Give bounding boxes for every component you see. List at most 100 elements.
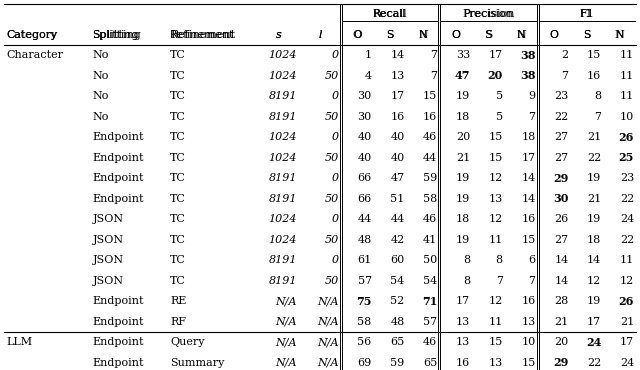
Text: Summary: Summary xyxy=(170,358,225,368)
Text: 42: 42 xyxy=(390,235,404,245)
Text: 17: 17 xyxy=(489,50,503,60)
Text: 22: 22 xyxy=(587,358,601,368)
Text: Query: Query xyxy=(170,337,204,347)
Text: O: O xyxy=(451,30,460,40)
Text: 18: 18 xyxy=(456,112,470,122)
Text: S: S xyxy=(485,30,492,40)
Text: Refinement: Refinement xyxy=(170,30,234,40)
Text: 8191: 8191 xyxy=(269,194,297,204)
Text: 20: 20 xyxy=(554,337,568,347)
Text: O: O xyxy=(353,30,362,40)
Text: 30: 30 xyxy=(357,91,372,101)
Text: 58: 58 xyxy=(423,194,437,204)
Text: 13: 13 xyxy=(488,194,503,204)
Text: Precision: Precision xyxy=(462,9,515,19)
Text: 23: 23 xyxy=(554,91,568,101)
Text: N/A: N/A xyxy=(276,358,297,368)
Text: No: No xyxy=(92,50,109,60)
Text: N/A: N/A xyxy=(317,358,339,368)
Text: 69: 69 xyxy=(357,358,372,368)
Text: 50: 50 xyxy=(423,255,437,265)
Text: 22: 22 xyxy=(587,153,601,163)
Text: N: N xyxy=(516,30,526,40)
Text: 22: 22 xyxy=(620,194,634,204)
Text: 7: 7 xyxy=(430,50,437,60)
Text: 17: 17 xyxy=(587,317,601,327)
Text: 11: 11 xyxy=(620,255,634,265)
Text: 15: 15 xyxy=(587,50,601,60)
Text: JSON: JSON xyxy=(92,255,124,265)
Text: 16: 16 xyxy=(522,214,536,224)
Text: 11: 11 xyxy=(620,91,634,101)
Text: F1: F1 xyxy=(579,9,595,19)
Text: TC: TC xyxy=(170,112,186,122)
Text: 15: 15 xyxy=(423,91,437,101)
Text: 8: 8 xyxy=(463,255,470,265)
Text: 19: 19 xyxy=(456,235,470,245)
Text: 13: 13 xyxy=(522,317,536,327)
Text: 60: 60 xyxy=(390,255,404,265)
Text: 29: 29 xyxy=(553,173,568,184)
Text: 15: 15 xyxy=(522,358,536,368)
Text: 17: 17 xyxy=(390,91,404,101)
Text: N: N xyxy=(419,30,427,40)
Text: 0: 0 xyxy=(332,50,339,60)
Text: TC: TC xyxy=(170,50,186,60)
Text: N/A: N/A xyxy=(317,296,339,306)
Text: 14: 14 xyxy=(522,194,536,204)
Text: Endpoint: Endpoint xyxy=(92,194,144,204)
Text: 0: 0 xyxy=(332,255,339,265)
Text: 24: 24 xyxy=(586,337,601,348)
Text: N/A: N/A xyxy=(276,317,297,327)
Text: 46: 46 xyxy=(423,132,437,142)
Text: 59: 59 xyxy=(390,358,404,368)
Text: N: N xyxy=(615,30,625,40)
Text: 8191: 8191 xyxy=(269,173,297,183)
Text: 1024: 1024 xyxy=(269,132,297,142)
Text: 19: 19 xyxy=(587,173,601,183)
Text: Endpoint: Endpoint xyxy=(92,153,144,163)
Text: O: O xyxy=(550,30,558,40)
Text: TC: TC xyxy=(170,235,186,245)
Text: S: S xyxy=(583,30,591,40)
Text: 56: 56 xyxy=(357,337,372,347)
Text: 40: 40 xyxy=(390,132,404,142)
Text: N/A: N/A xyxy=(276,337,297,347)
Text: 57: 57 xyxy=(423,317,437,327)
Text: 1024: 1024 xyxy=(269,50,297,60)
Text: TC: TC xyxy=(170,214,186,224)
Text: s: s xyxy=(275,30,281,40)
Text: 20: 20 xyxy=(488,70,503,81)
Text: 13: 13 xyxy=(456,317,470,327)
Text: Endpoint: Endpoint xyxy=(92,337,144,347)
Text: 7: 7 xyxy=(594,112,601,122)
Text: O: O xyxy=(550,30,559,40)
Text: 11: 11 xyxy=(488,317,503,327)
Text: 47: 47 xyxy=(454,70,470,81)
Text: 41: 41 xyxy=(423,235,437,245)
Text: 75: 75 xyxy=(356,296,372,307)
Text: 1024: 1024 xyxy=(269,153,297,163)
Text: 50: 50 xyxy=(324,276,339,286)
Text: 20: 20 xyxy=(456,132,470,142)
Text: 1024: 1024 xyxy=(269,235,297,245)
Text: 26: 26 xyxy=(619,296,634,307)
Text: 54: 54 xyxy=(423,276,437,286)
Text: N/A: N/A xyxy=(317,317,339,327)
Text: S: S xyxy=(484,30,492,40)
Text: 15: 15 xyxy=(488,132,503,142)
Text: 8: 8 xyxy=(463,276,470,286)
Text: 16: 16 xyxy=(587,71,601,81)
Text: 30: 30 xyxy=(357,112,372,122)
Text: 8: 8 xyxy=(496,255,503,265)
Text: 8191: 8191 xyxy=(269,91,297,101)
Text: 51: 51 xyxy=(390,194,404,204)
Text: 65: 65 xyxy=(423,358,437,368)
Text: 19: 19 xyxy=(456,91,470,101)
Text: 0: 0 xyxy=(332,214,339,224)
Text: 12: 12 xyxy=(488,296,503,306)
Text: 5: 5 xyxy=(496,112,503,122)
Text: 4: 4 xyxy=(365,71,372,81)
Text: 18: 18 xyxy=(587,235,601,245)
Text: 27: 27 xyxy=(554,235,568,245)
